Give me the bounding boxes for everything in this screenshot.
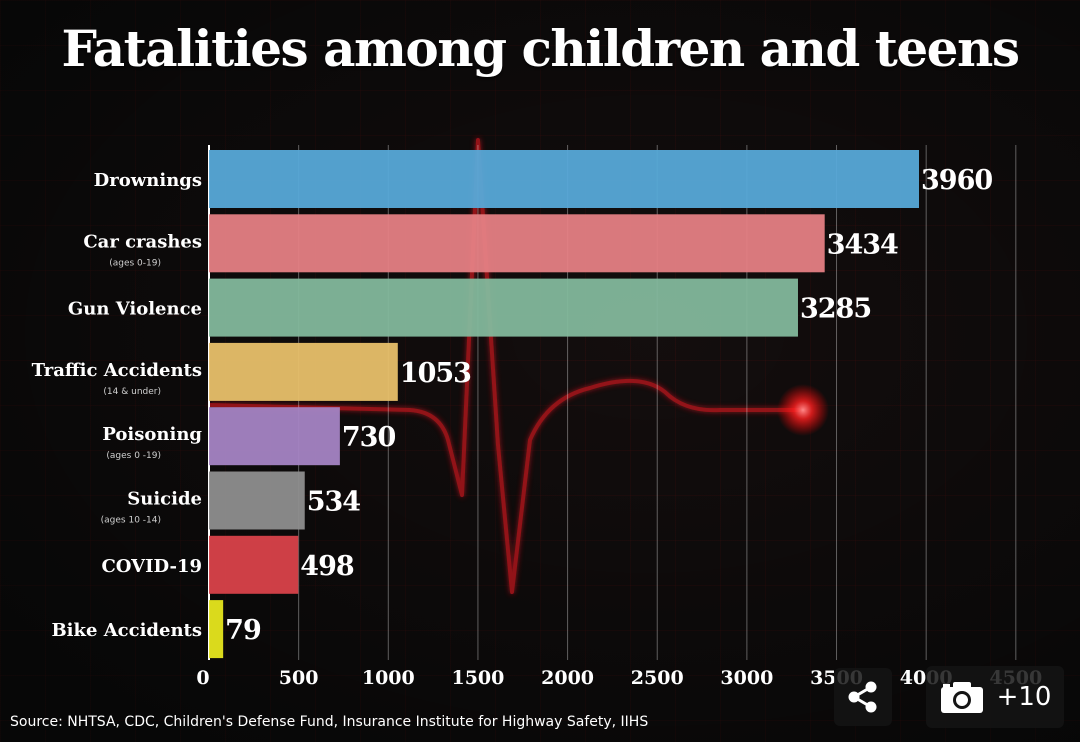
bar [209, 150, 919, 208]
x-tick-label: 2500 [631, 667, 684, 689]
category-label: Gun Violence [68, 299, 202, 320]
category-label: Traffic Accidents [32, 360, 202, 381]
bar [209, 600, 224, 659]
x-tick-label: 1500 [451, 667, 504, 689]
x-tick-label: 500 [279, 667, 319, 689]
category-label: COVID-19 [101, 556, 202, 577]
category-sublabel: (ages 0-19) [109, 258, 161, 268]
data-label: 498 [300, 551, 354, 582]
x-tick-label: 1000 [362, 667, 415, 689]
bar [209, 407, 340, 466]
category-label: Suicide [127, 489, 202, 510]
category-sublabel: (ages 10 -14) [101, 516, 161, 526]
chart-title: Fatalities among children and teens [61, 19, 1020, 78]
camera-icon [940, 682, 983, 713]
x-tick-label: 3000 [720, 667, 773, 689]
gallery-count: +10 [996, 682, 1052, 712]
bar [209, 214, 825, 273]
data-label: 3960 [921, 165, 992, 196]
source-note: Source: NHTSA, CDC, Children's Defense F… [10, 714, 649, 730]
data-label: 1053 [400, 358, 471, 389]
gallery-button[interactable]: +10 [926, 666, 1064, 728]
share-icon [848, 681, 877, 713]
share-button[interactable] [834, 668, 892, 726]
bar [209, 342, 398, 401]
category-label: Bike Accidents [51, 620, 202, 641]
category-sublabel: (ages 0 -19) [106, 451, 161, 461]
category-sublabel: (14 & under) [103, 387, 161, 397]
data-label: 534 [307, 487, 361, 518]
bar [209, 278, 798, 337]
x-tick-label: 2000 [541, 667, 594, 689]
x-tick-label: 0 [196, 667, 209, 689]
data-label: 79 [225, 615, 261, 646]
data-label: 3285 [800, 294, 871, 325]
category-label: Car crashes [83, 231, 202, 252]
data-label: 730 [342, 422, 396, 453]
category-label: Drownings [94, 170, 202, 191]
data-label: 3434 [827, 229, 898, 260]
bar [209, 535, 299, 594]
bar [209, 471, 305, 530]
category-label: Poisoning [102, 424, 202, 445]
